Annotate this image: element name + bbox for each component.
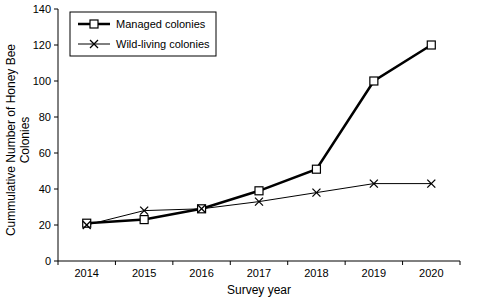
y-tick-label: 80 bbox=[39, 111, 51, 123]
marker-x-stroke bbox=[312, 189, 320, 197]
chart-root: 0 20 40 60 80 100 120 140 2014 2015 2016 2017 2018 20… bbox=[0, 0, 500, 299]
y-tick bbox=[54, 117, 58, 118]
x-tick-label: 2019 bbox=[362, 267, 386, 279]
y-tick-label: 0 bbox=[45, 255, 51, 267]
marker-x bbox=[255, 198, 263, 206]
y-tick bbox=[54, 81, 58, 82]
marker-square bbox=[140, 216, 148, 224]
x-tick-label: 2016 bbox=[189, 267, 213, 279]
marker-square bbox=[255, 187, 263, 195]
marker-x bbox=[427, 180, 435, 188]
marker-x-stroke bbox=[83, 221, 91, 229]
plot-area bbox=[83, 41, 436, 229]
y-tick bbox=[54, 261, 58, 262]
marker-square bbox=[312, 165, 320, 173]
x-tick bbox=[345, 261, 346, 265]
y-tick-label: 140 bbox=[33, 3, 51, 15]
marker-x-stroke bbox=[312, 189, 320, 197]
marker-x bbox=[198, 205, 206, 213]
x-tick bbox=[460, 261, 461, 265]
marker-square bbox=[370, 77, 378, 85]
y-tick-label: 60 bbox=[39, 147, 51, 159]
marker-x-stroke bbox=[255, 198, 263, 206]
x-tick bbox=[287, 261, 288, 265]
y-tick bbox=[54, 189, 58, 190]
y-tick-label: 20 bbox=[39, 219, 51, 231]
legend-label: Managed colonies bbox=[116, 18, 206, 30]
marker-x-stroke bbox=[255, 198, 263, 206]
y-axis-line bbox=[58, 9, 59, 261]
y-tick bbox=[54, 225, 58, 226]
marker-x-stroke bbox=[370, 180, 378, 188]
legend: Managed colonies Wild-living colonies bbox=[70, 12, 216, 56]
legend-box bbox=[70, 12, 216, 56]
marker-x-stroke bbox=[90, 40, 98, 48]
x-tick-label: 2015 bbox=[132, 267, 156, 279]
x-tick-label: 2017 bbox=[247, 267, 271, 279]
x-tick bbox=[402, 261, 403, 265]
marker-x bbox=[370, 180, 378, 188]
x-tick bbox=[172, 261, 173, 265]
x-tick bbox=[230, 261, 231, 265]
series-line bbox=[87, 45, 432, 223]
x-tick bbox=[58, 261, 59, 265]
series-line bbox=[87, 184, 432, 225]
legend-marker bbox=[90, 20, 98, 28]
legend-label: Wild-living colonies bbox=[116, 38, 210, 50]
y-tick-label: 120 bbox=[33, 39, 51, 51]
marker-x-stroke bbox=[427, 180, 435, 188]
marker-x-stroke bbox=[427, 180, 435, 188]
marker-x-stroke bbox=[140, 207, 148, 215]
y-axis-title: Cummulative Number of Honey BeeColonies bbox=[4, 44, 32, 236]
chart-svg: 0 20 40 60 80 100 120 140 2014 2015 2016 2017 2018 20… bbox=[0, 0, 500, 299]
marker-square bbox=[198, 205, 206, 213]
y-tick-label: 40 bbox=[39, 183, 51, 195]
marker-square bbox=[427, 41, 435, 49]
x-axis-line bbox=[58, 261, 460, 262]
marker-x-stroke bbox=[198, 205, 206, 213]
y-tick bbox=[54, 153, 58, 154]
x-tick-label: 2020 bbox=[419, 267, 443, 279]
marker-x-stroke bbox=[198, 205, 206, 213]
x-tick bbox=[115, 261, 116, 265]
marker-x-stroke bbox=[370, 180, 378, 188]
marker-x bbox=[83, 221, 91, 229]
y-tick-label: 100 bbox=[33, 75, 51, 87]
legend-marker bbox=[90, 40, 98, 48]
marker-x bbox=[312, 189, 320, 197]
x-tick-label: 2018 bbox=[304, 267, 328, 279]
y-axis-title-line: Cummulative Number of Honey Bee bbox=[4, 44, 18, 236]
x-tick-label: 2014 bbox=[74, 267, 98, 279]
y-axis-title-line: Colonies bbox=[18, 117, 32, 164]
x-axis-title: Survey year bbox=[227, 283, 291, 297]
marker-x-stroke bbox=[140, 207, 148, 215]
y-tick bbox=[54, 9, 58, 10]
y-tick bbox=[54, 45, 58, 46]
marker-square bbox=[83, 219, 91, 227]
marker-x-stroke bbox=[90, 40, 98, 48]
marker-x-stroke bbox=[83, 221, 91, 229]
marker-x bbox=[140, 207, 148, 215]
